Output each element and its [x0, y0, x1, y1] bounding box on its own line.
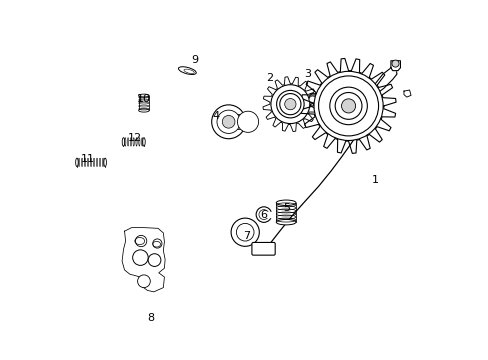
Ellipse shape — [139, 94, 149, 97]
Ellipse shape — [142, 138, 145, 146]
Polygon shape — [139, 96, 149, 111]
Ellipse shape — [178, 67, 196, 75]
Circle shape — [135, 235, 146, 247]
Circle shape — [279, 94, 300, 115]
Circle shape — [237, 111, 258, 132]
Polygon shape — [123, 138, 143, 146]
Text: 8: 8 — [147, 312, 154, 323]
Text: 11: 11 — [81, 154, 94, 164]
Circle shape — [318, 76, 378, 136]
Circle shape — [211, 105, 245, 139]
Polygon shape — [390, 61, 400, 71]
Polygon shape — [403, 90, 410, 97]
Circle shape — [305, 93, 318, 106]
Polygon shape — [263, 77, 317, 131]
Polygon shape — [301, 58, 395, 153]
Ellipse shape — [276, 220, 295, 225]
Text: 7: 7 — [242, 231, 249, 242]
FancyBboxPatch shape — [228, 114, 247, 129]
Text: 4: 4 — [212, 112, 220, 121]
Circle shape — [259, 210, 268, 220]
Circle shape — [284, 99, 295, 110]
Text: 3: 3 — [304, 69, 311, 79]
Text: 10: 10 — [137, 94, 151, 104]
Polygon shape — [77, 158, 105, 167]
Circle shape — [308, 96, 315, 103]
Ellipse shape — [122, 138, 124, 146]
Circle shape — [313, 71, 383, 140]
Circle shape — [217, 110, 240, 134]
Polygon shape — [267, 212, 272, 217]
Text: 12: 12 — [128, 133, 142, 143]
Ellipse shape — [139, 109, 149, 112]
Circle shape — [137, 275, 150, 288]
Circle shape — [329, 87, 366, 125]
Circle shape — [334, 93, 361, 119]
Circle shape — [341, 99, 355, 113]
Circle shape — [256, 207, 271, 222]
Ellipse shape — [76, 158, 78, 167]
Text: 2: 2 — [265, 73, 272, 83]
Text: 6: 6 — [260, 210, 267, 220]
Circle shape — [276, 90, 304, 118]
Circle shape — [152, 239, 162, 248]
Circle shape — [222, 116, 235, 128]
Circle shape — [391, 60, 398, 67]
Ellipse shape — [276, 200, 295, 206]
FancyBboxPatch shape — [251, 242, 275, 255]
Text: 9: 9 — [191, 55, 198, 65]
Circle shape — [231, 218, 259, 246]
Polygon shape — [276, 203, 295, 222]
Text: 5: 5 — [283, 203, 290, 213]
Circle shape — [148, 254, 161, 266]
Polygon shape — [122, 228, 165, 292]
Circle shape — [270, 85, 309, 123]
Text: 1: 1 — [371, 175, 378, 185]
Circle shape — [132, 250, 148, 265]
Polygon shape — [371, 67, 396, 95]
Ellipse shape — [103, 158, 106, 167]
Circle shape — [236, 224, 253, 241]
